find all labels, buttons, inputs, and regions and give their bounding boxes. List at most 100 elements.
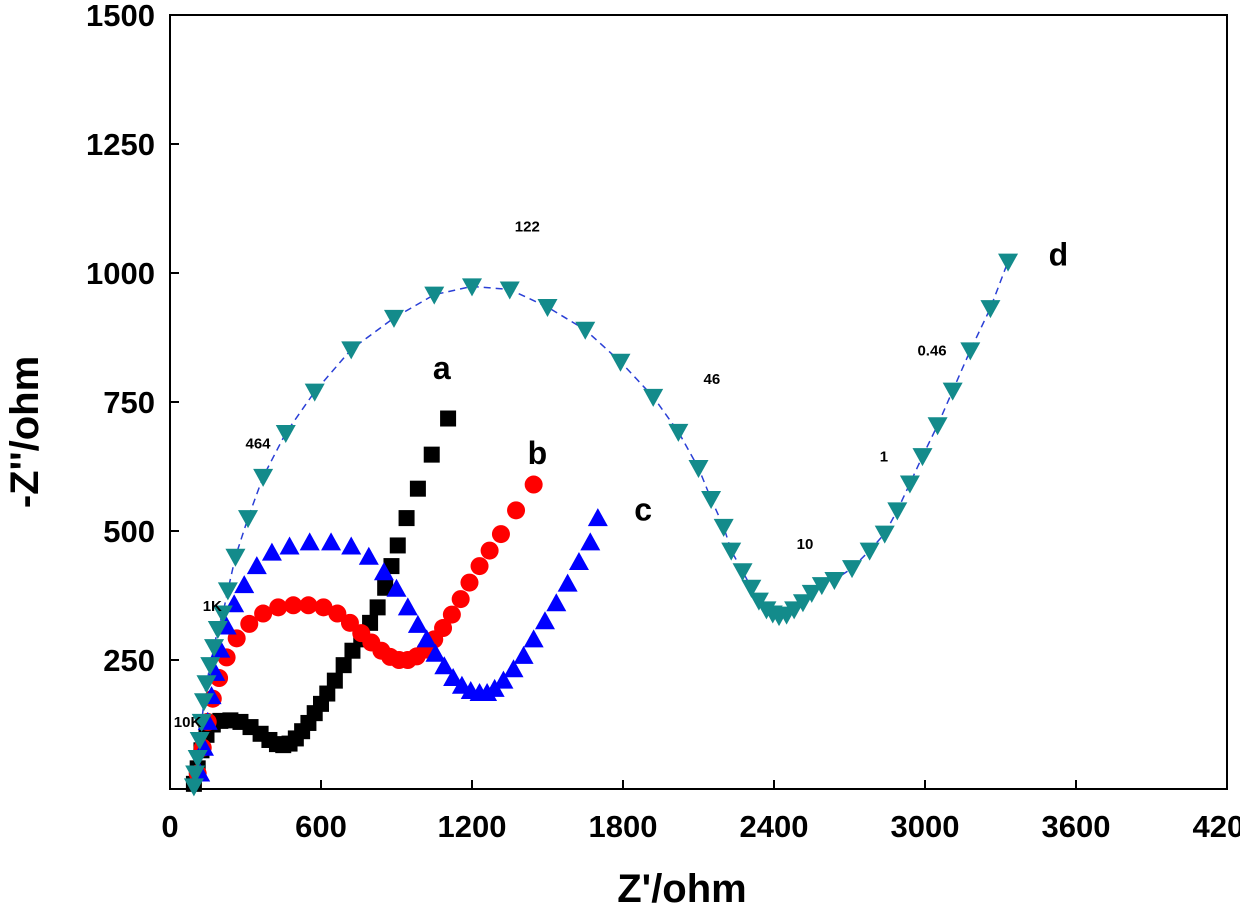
data-point-d bbox=[960, 342, 981, 361]
data-point-d bbox=[899, 475, 920, 494]
y-axis-title: -Z''/ohm bbox=[3, 356, 47, 508]
tick-labels: 250 500 750 1000 1250 1500 0 600 1200 1800 2400 300… bbox=[86, 0, 1240, 844]
data-point-d bbox=[462, 278, 482, 297]
data-point-d bbox=[304, 383, 325, 402]
data-point-c bbox=[321, 532, 342, 551]
data-point-b bbox=[470, 557, 489, 576]
y-tick-label: 750 bbox=[103, 385, 155, 420]
data-point-d bbox=[842, 560, 863, 579]
data-point-c bbox=[587, 508, 608, 527]
data-point-c bbox=[434, 656, 455, 675]
data-point-a bbox=[409, 480, 426, 497]
data-point-c bbox=[407, 614, 428, 633]
data-point-d bbox=[207, 621, 228, 640]
data-point-d bbox=[732, 563, 753, 582]
data-point-b bbox=[480, 541, 499, 560]
data-point-d bbox=[610, 353, 631, 372]
x-tick-label: 3600 bbox=[1042, 809, 1111, 844]
frequency-annotation: 10 bbox=[797, 536, 814, 553]
x-tick-label: 0 bbox=[161, 809, 178, 844]
data-point-d bbox=[784, 601, 805, 620]
data-point-c bbox=[261, 542, 282, 561]
data-point-c bbox=[341, 536, 362, 555]
data-point-d bbox=[701, 491, 722, 510]
data-point-b bbox=[269, 598, 288, 617]
data-point-c bbox=[443, 668, 464, 687]
data-point-d bbox=[193, 693, 214, 712]
data-point-d bbox=[824, 572, 845, 591]
data-point-b bbox=[442, 605, 461, 624]
data-point-c bbox=[234, 575, 255, 594]
data-point-d bbox=[189, 731, 210, 750]
data-point-c bbox=[546, 593, 567, 612]
data-point-b bbox=[491, 525, 510, 544]
data-point-d bbox=[643, 388, 664, 407]
series-label-d: d bbox=[1049, 236, 1069, 272]
x-tick-label: 1800 bbox=[589, 809, 658, 844]
data-point-c bbox=[580, 532, 601, 551]
data-point-c bbox=[299, 532, 320, 551]
data-point-d bbox=[185, 765, 206, 784]
data-point-c bbox=[493, 670, 514, 689]
data-point-d bbox=[212, 605, 233, 624]
data-point-d bbox=[980, 300, 1001, 319]
data-point-b bbox=[507, 501, 526, 520]
data-point-a bbox=[319, 685, 336, 702]
data-point-c bbox=[557, 573, 578, 592]
data-point-c bbox=[513, 645, 534, 664]
data-point-d bbox=[499, 281, 520, 300]
frequency-annotation: 1K bbox=[203, 598, 222, 615]
data-point-d bbox=[187, 750, 208, 769]
data-point-b bbox=[314, 598, 333, 617]
data-point-d bbox=[998, 253, 1019, 272]
data-points bbox=[183, 253, 1019, 797]
data-point-b bbox=[524, 475, 543, 494]
data-point-b bbox=[240, 614, 259, 633]
frequency-annotation: 10K bbox=[174, 714, 202, 731]
y-tick-label: 1500 bbox=[86, 0, 155, 33]
data-point-b bbox=[328, 604, 347, 623]
data-point-a bbox=[423, 446, 440, 463]
frequency-annotations: 122 464 46 0.46 1 10 1K 10K bbox=[174, 219, 947, 731]
data-point-b bbox=[284, 596, 303, 615]
data-point-d bbox=[912, 448, 933, 467]
data-point-b bbox=[460, 573, 479, 592]
data-point-d bbox=[741, 579, 762, 598]
data-point-d bbox=[887, 502, 908, 521]
data-point-b bbox=[451, 590, 470, 609]
axis-ticks bbox=[169, 14, 1228, 789]
data-point-c bbox=[523, 629, 544, 648]
data-point-c bbox=[397, 597, 418, 616]
frequency-annotation: 1 bbox=[880, 448, 888, 465]
data-point-d bbox=[575, 321, 596, 340]
x-axis-title: Z'/ohm bbox=[617, 867, 747, 906]
series-label-b: b bbox=[528, 435, 548, 471]
data-point-d bbox=[721, 542, 742, 561]
data-point-d bbox=[859, 542, 880, 561]
data-point-d bbox=[383, 309, 404, 328]
data-point-d bbox=[217, 582, 238, 601]
data-point-d bbox=[200, 657, 221, 676]
data-point-d bbox=[537, 299, 558, 318]
data-point-c bbox=[503, 659, 524, 678]
data-point-c bbox=[568, 551, 589, 570]
data-point-d bbox=[713, 518, 734, 537]
data-point-d bbox=[801, 584, 822, 603]
y-tick-label: 250 bbox=[103, 643, 155, 678]
data-point-b bbox=[299, 596, 318, 615]
data-point-d bbox=[204, 639, 225, 658]
data-point-c bbox=[416, 629, 437, 648]
series-labels: a b c d bbox=[433, 236, 1068, 527]
data-point-d bbox=[927, 417, 948, 436]
data-point-c bbox=[358, 546, 379, 565]
data-point-d bbox=[196, 675, 217, 694]
data-point-d bbox=[341, 341, 362, 360]
data-point-a bbox=[398, 510, 415, 527]
data-point-d bbox=[792, 594, 813, 613]
data-point-d bbox=[238, 510, 259, 529]
data-point-a bbox=[440, 410, 457, 427]
y-tick-label: 500 bbox=[103, 514, 155, 549]
data-point-a bbox=[369, 599, 386, 616]
data-point-d bbox=[253, 468, 274, 487]
x-tick-label: 2400 bbox=[740, 809, 809, 844]
